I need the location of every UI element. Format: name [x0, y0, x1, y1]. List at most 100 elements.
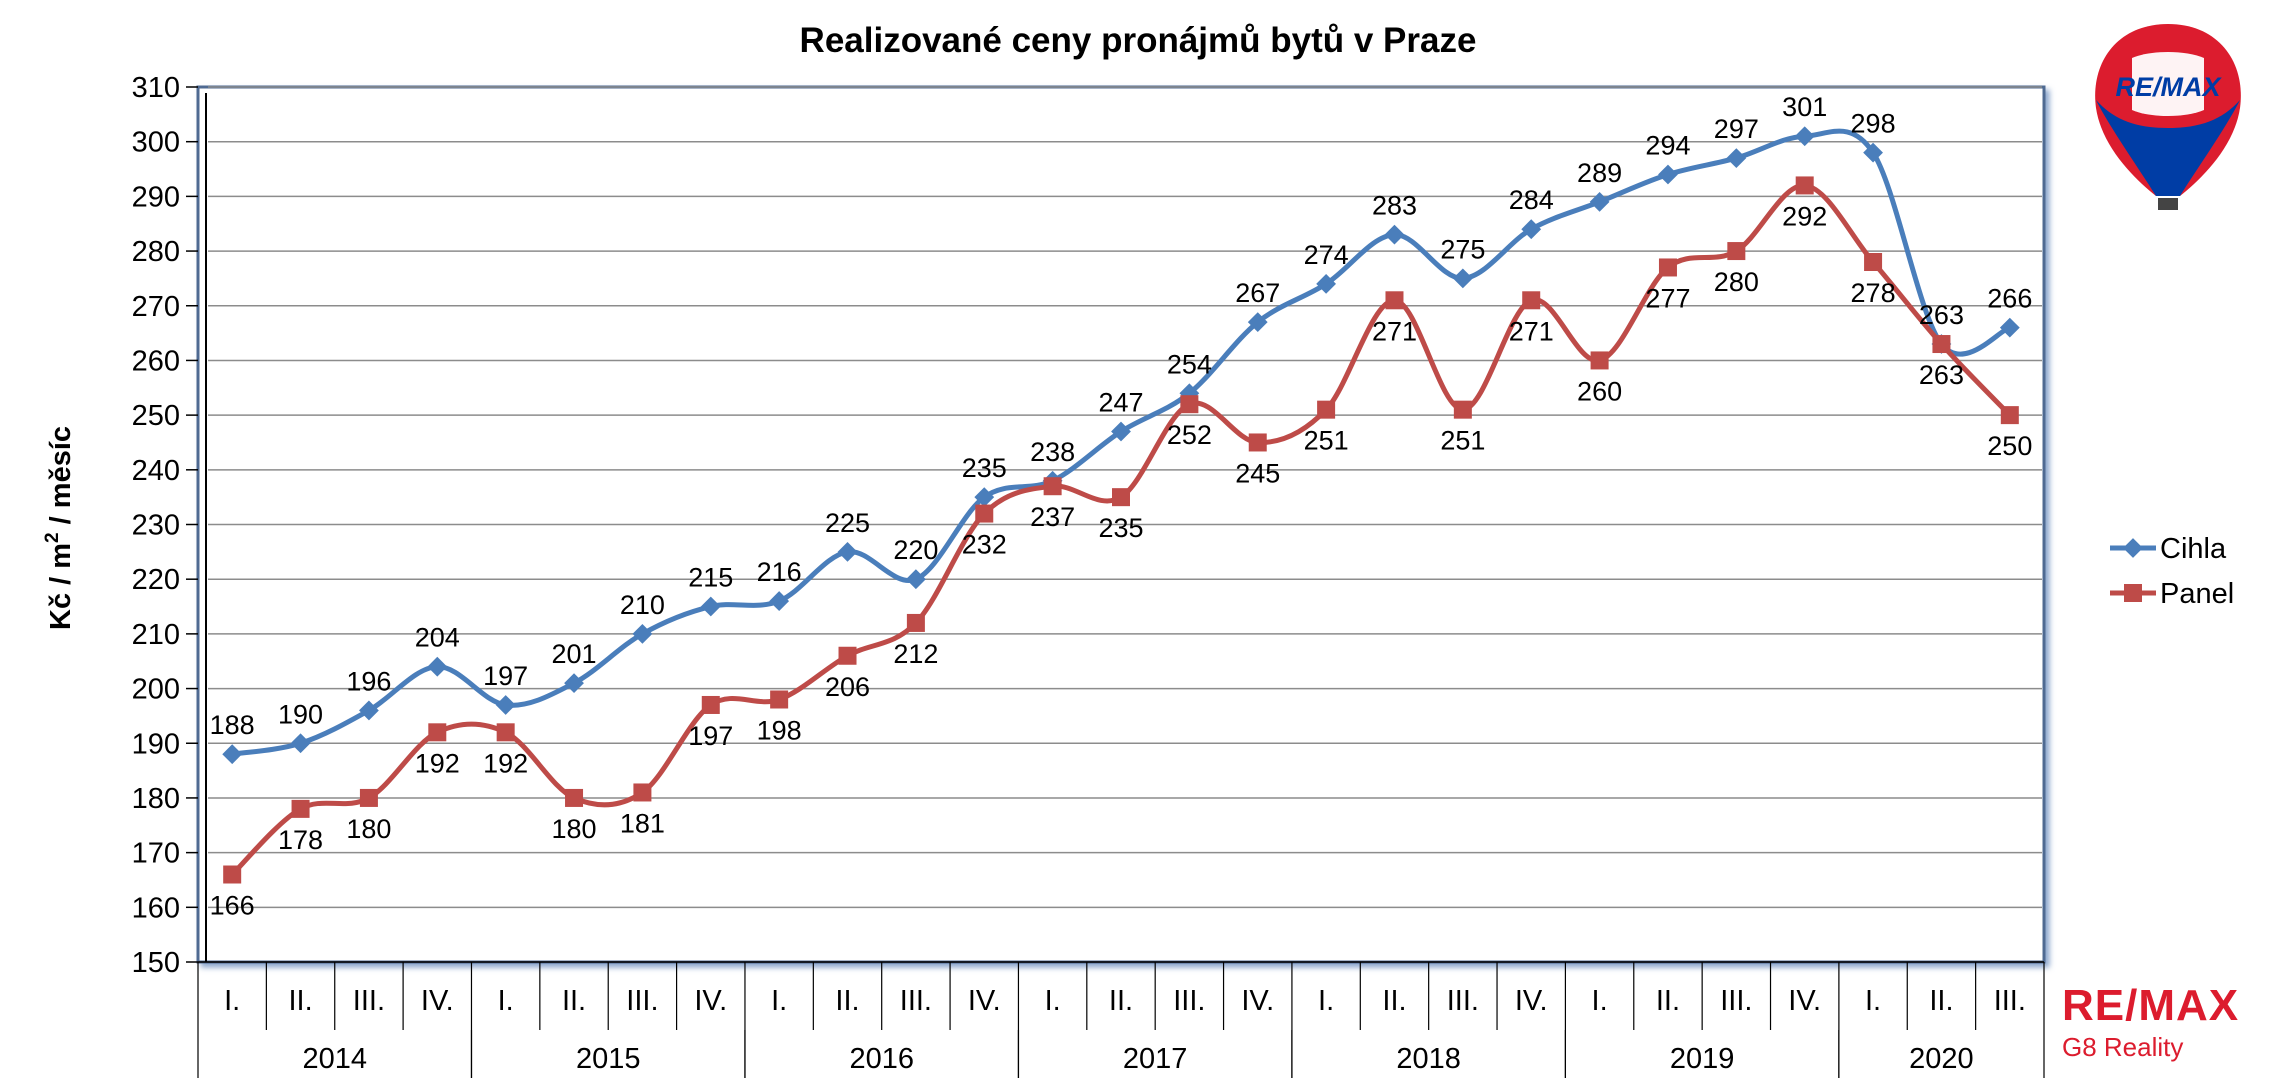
data-point-cihla [1658, 164, 1678, 185]
data-label-cihla: 210 [620, 590, 665, 620]
x-quarter-label: III. [1173, 985, 1205, 1017]
x-quarter-label: III. [900, 985, 932, 1017]
data-label-panel: 192 [483, 748, 528, 778]
y-tick-label: 260 [132, 345, 180, 377]
y-axis: 150 160 170 180 190 200 210 220 230 240 250 260 270 2… [132, 72, 207, 979]
remax-g8-reality-logo: RE/MAX G8 Reality [2062, 981, 2238, 1062]
y-tick-label: 240 [132, 455, 180, 487]
y-tick-label: 180 [132, 783, 180, 815]
data-point-cihla [1521, 219, 1542, 240]
data-point-panel [496, 723, 515, 742]
y-tick-label: 280 [132, 236, 180, 268]
x-quarter-label: I. [771, 985, 787, 1017]
y-tick-label: 250 [132, 400, 180, 432]
svg-text:G8 Reality: G8 Reality [2062, 1032, 2183, 1062]
x-quarter-label: III. [1720, 985, 1752, 1017]
data-label-panel: 198 [757, 716, 802, 746]
data-point-cihla [564, 673, 584, 693]
x-quarter-label: I. [1865, 985, 1881, 1017]
data-point-panel [1112, 488, 1130, 507]
data-label-cihla: 235 [962, 453, 1007, 483]
x-quarter-label: III. [1447, 985, 1479, 1017]
data-point-panel [1727, 242, 1746, 261]
data-label-panel: 180 [346, 814, 391, 844]
data-label-panel: 166 [210, 891, 255, 921]
data-label-panel: 212 [893, 639, 938, 669]
data-point-panel [1180, 395, 1199, 414]
data-point-panel [701, 695, 720, 714]
data-label-panel: 178 [278, 825, 323, 855]
data-point-panel [428, 723, 447, 742]
data-point-panel [1590, 351, 1609, 370]
y-tick-label: 230 [132, 510, 180, 542]
data-point-panel [1453, 400, 1472, 419]
x-quarter-label: II. [835, 985, 859, 1017]
data-label-panel: 232 [962, 530, 1007, 560]
data-label-panel: 280 [1714, 267, 1759, 297]
data-point-cihla [1589, 191, 1610, 212]
y-tick-label: 210 [132, 619, 180, 651]
x-quarter-label: I. [1592, 985, 1608, 1017]
data-point-cihla [769, 591, 790, 611]
x-year-label: 2019 [1670, 1043, 1735, 1075]
y-tick-label: 190 [132, 728, 180, 760]
data-point-panel [975, 504, 994, 523]
data-point-cihla [1384, 224, 1405, 245]
data-label-cihla: 266 [1987, 284, 2032, 314]
x-quarter-label: II. [1929, 985, 1953, 1017]
legend-item-panel: Panel [2110, 578, 2234, 610]
data-label-cihla: 297 [1714, 114, 1759, 144]
x-year-label: 2015 [576, 1043, 641, 1075]
data-label-cihla: 254 [1167, 349, 1212, 379]
data-label-cihla: 294 [1645, 131, 1690, 161]
data-label-cihla: 284 [1509, 185, 1554, 215]
data-label-panel: 250 [1987, 431, 2032, 461]
data-label-panel: 251 [1440, 426, 1485, 456]
data-point-panel [1658, 258, 1677, 277]
data-labels: 188 190 196 204 197 201 210 215 216 225 220 235 238 2… [210, 92, 2033, 920]
data-label-panel: 263 [1919, 360, 1964, 390]
data-point-cihla [1452, 268, 1473, 289]
data-label-cihla: 197 [483, 661, 528, 691]
x-quarter-label: IV. [421, 985, 454, 1017]
x-quarter-label: IV. [1241, 985, 1274, 1017]
legend: Cihla Panel [2110, 533, 2234, 610]
x-year-label: 2016 [849, 1043, 914, 1075]
svg-text:Panel: Panel [2160, 578, 2234, 610]
x-quarter-label: II. [1382, 985, 1406, 1017]
x-quarter-label: II. [562, 985, 586, 1017]
data-point-panel [2000, 406, 2019, 425]
data-label-panel: 181 [620, 808, 665, 838]
data-point-panel [1795, 176, 1814, 195]
y-tick-label: 160 [132, 892, 180, 924]
data-point-panel [1317, 400, 1336, 419]
data-point-panel [291, 799, 310, 818]
data-point-cihla [1999, 317, 2020, 338]
x-quarter-label: I. [1045, 985, 1061, 1017]
y-tick-label: 270 [132, 291, 180, 323]
x-quarter-label: II. [1656, 985, 1680, 1017]
series-layer [222, 126, 2020, 884]
data-point-panel [770, 690, 789, 709]
data-label-panel: 277 [1645, 283, 1690, 313]
x-year-label: 2018 [1396, 1043, 1461, 1075]
data-point-panel [1385, 291, 1404, 310]
data-label-cihla: 216 [757, 557, 802, 587]
svg-text:RE/MAX: RE/MAX [2115, 72, 2222, 102]
legend-item-cihla: Cihla [2110, 533, 2227, 565]
x-quarter-label: IV. [1788, 985, 1821, 1017]
data-label-panel: 180 [552, 814, 597, 844]
gridlines [208, 86, 2042, 909]
data-label-panel: 251 [1304, 426, 1349, 456]
data-label-panel: 271 [1372, 316, 1417, 346]
x-quarter-label: IV. [1515, 985, 1548, 1017]
x-axis: I. II. III. IV. I. II. III. IV. I. II. III. IV. I. II… [197, 961, 2045, 1078]
data-point-panel [1248, 433, 1267, 452]
data-label-cihla: 267 [1235, 278, 1280, 308]
data-point-cihla [1726, 148, 1747, 168]
series-line-panel [230, 182, 2012, 877]
data-point-cihla [1247, 312, 1268, 333]
x-year-label: 2017 [1123, 1043, 1188, 1075]
x-quarter-label: III. [1994, 985, 2026, 1017]
